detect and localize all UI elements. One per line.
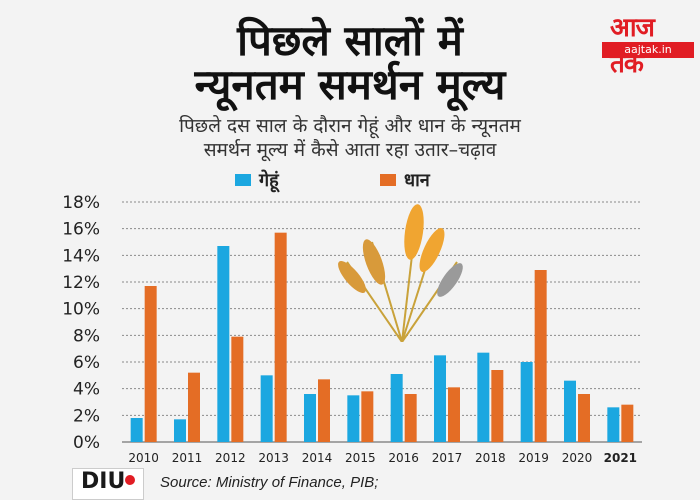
x-tick-label: 2020 (562, 451, 593, 465)
bar-paddy-2020 (578, 394, 590, 442)
logo-url: aajtak.in (602, 42, 694, 58)
diu-logo: DIU (72, 468, 144, 500)
y-tick-label: 2% (73, 406, 100, 426)
y-tick-label: 6% (73, 353, 100, 373)
y-tick-label: 0% (73, 433, 100, 453)
bar-paddy-2017 (448, 387, 460, 442)
y-tick-label: 18% (62, 193, 100, 213)
bar-wheat-2020 (564, 380, 576, 442)
bar-paddy-2014 (318, 379, 330, 442)
bar-paddy-2018 (491, 370, 504, 442)
y-tick-label: 10% (62, 300, 100, 320)
bar-wheat-2011 (174, 419, 186, 442)
legend-item-paddy: धान (380, 168, 430, 192)
y-tick-label: 12% (62, 273, 100, 293)
x-tick-label: 2011 (172, 451, 203, 465)
bar-paddy-2010 (144, 286, 157, 442)
y-tick-label: 8% (73, 326, 100, 346)
bar-wheat-2018 (477, 352, 490, 442)
x-tick-label: 2015 (345, 451, 376, 465)
diu-logo-dot (125, 475, 135, 485)
x-tick-label: 2018 (475, 451, 506, 465)
bar-paddy-2021 (621, 404, 634, 442)
legend-swatch-paddy (380, 174, 396, 186)
bar-wheat-2014 (304, 394, 316, 442)
x-tick-label: 2014 (302, 451, 333, 465)
bar-wheat-2019 (520, 362, 533, 442)
bar-paddy-2011 (188, 372, 200, 442)
x-tick-label: 2010 (128, 451, 159, 465)
page-title-line1: पिछले सालों में (237, 16, 463, 65)
bar-wheat-2013 (260, 375, 273, 442)
x-tick-label: 2019 (518, 451, 549, 465)
legend: गेहूं धान (0, 168, 700, 192)
bar-wheat-2010 (130, 418, 143, 442)
x-tick-label: 2013 (258, 451, 289, 465)
bar-paddy-2016 (404, 394, 417, 442)
wheat-illustration (338, 204, 463, 342)
aajtak-logo: आज तक aajtak.in (602, 6, 694, 79)
x-tick-label: 2012 (215, 451, 246, 465)
legend-label-paddy: धान (404, 170, 430, 191)
x-tick-label: 2021 (604, 451, 637, 465)
bar-chart: 0% 2% 4% 6% 8% 10% 12% 14% 16% 18% 2010 2011 2012 201… (62, 193, 642, 465)
page-title-line2: न्यूनतम समर्थन मूल्य (194, 60, 506, 109)
legend-swatch-wheat (235, 174, 251, 186)
y-tick-label: 14% (62, 246, 100, 266)
bar-wheat-2015 (347, 395, 360, 442)
bar-wheat-2016 (390, 374, 403, 442)
y-tick-label: 4% (73, 380, 100, 400)
bar-paddy-2012 (231, 336, 244, 442)
bar-paddy-2013 (274, 232, 287, 442)
bar-paddy-2015 (361, 391, 374, 442)
x-tick-label: 2016 (388, 451, 419, 465)
bar-wheat-2017 (434, 355, 446, 442)
diu-logo-text: DIU (81, 469, 126, 494)
x-tick-label: 2017 (432, 451, 463, 465)
y-tick-label: 16% (62, 220, 100, 240)
bar-wheat-2021 (607, 407, 620, 442)
legend-label-wheat: गेहूं (259, 170, 279, 191)
legend-item-wheat: गेहूं (235, 168, 279, 192)
subtitle-line2: समर्थन मूल्य में कैसे आता रहा उतार–चढ़ाव (203, 139, 497, 161)
footer: DIU Source: Ministry of Finance, PIB; (0, 468, 700, 500)
bar-wheat-2012 (217, 246, 230, 442)
bar-paddy-2019 (534, 270, 547, 442)
subtitle-line1: पिछले दस साल के दौरान गेहूं और धान के न्… (179, 115, 521, 137)
source-text: Source: Ministry of Finance, PIB; (160, 474, 379, 491)
